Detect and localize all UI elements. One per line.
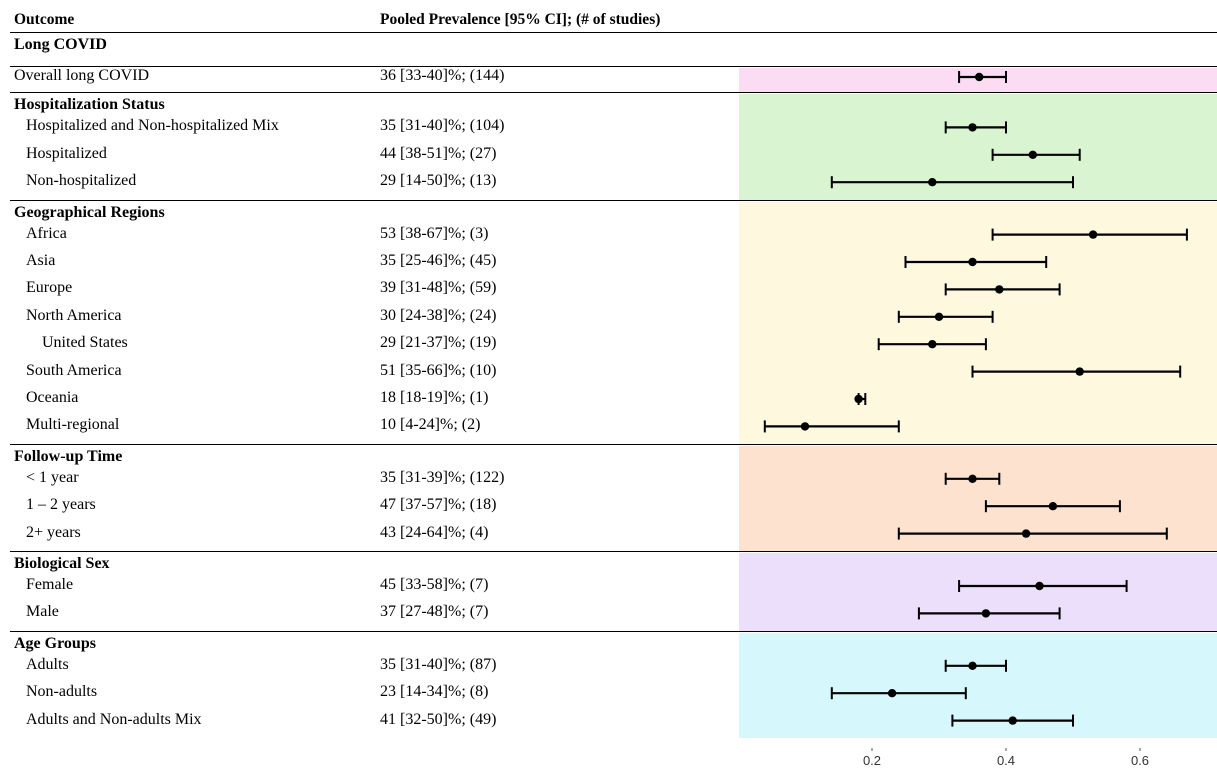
row-label: 1 – 2 years: [26, 496, 96, 514]
row-prevalence: 43 [24-64]%; (4): [380, 523, 489, 541]
row-label: Hospitalized: [26, 144, 107, 162]
point-estimate: [1048, 502, 1058, 511]
point-estimate: [995, 285, 1004, 294]
section-title: Biological Sex: [14, 555, 110, 572]
row-prevalence: 10 [4-24]%; (2): [380, 416, 481, 434]
row-prevalence: 29 [21-37]%; (19): [380, 334, 497, 352]
row-prevalence: 37 [27-48]%; (7): [380, 603, 489, 621]
row-label: United States: [42, 334, 128, 352]
row-prevalence: 18 [18-19]%; (1): [380, 389, 489, 406]
point-estimate: [800, 422, 810, 431]
row-prevalence: 30 [24-38]%; (24): [380, 306, 497, 324]
row-label: Female: [26, 576, 74, 593]
point-estimate: [975, 72, 984, 82]
point-estimate: [968, 474, 977, 483]
row-prevalence: 23 [14-34]%; (8): [380, 683, 489, 701]
x-tick-label: 0.4: [997, 753, 1015, 768]
point-estimate: [968, 123, 977, 132]
row-prevalence: 35 [25-46]%; (45): [380, 252, 497, 269]
row-label: Non-adults: [26, 683, 98, 701]
table-rule: [10, 443, 1217, 445]
table-rule: [10, 199, 1217, 201]
row-label: < 1 year: [26, 468, 79, 486]
point-estimate: [934, 312, 944, 321]
row-prevalence: 36 [33-40]%; (144): [380, 67, 505, 84]
section-title: Long COVID: [14, 36, 107, 53]
row-label: Multi-regional: [26, 416, 120, 434]
row-prevalence: 35 [31-39]%; (122): [380, 468, 505, 486]
x-tick-label: 0.6: [1131, 753, 1149, 768]
section-title: Geographical Regions: [14, 203, 165, 221]
row-prevalence: 47 [37-57]%; (18): [380, 496, 497, 514]
row-prevalence: 35 [31-40]%; (104): [380, 117, 505, 135]
point-estimate: [968, 257, 977, 267]
point-estimate: [928, 340, 937, 349]
point-estimate: [1075, 367, 1084, 376]
point-estimate: [1021, 529, 1031, 538]
prevalence-column-header: Pooled Prevalence [95% CI]; (# of studie…: [380, 11, 661, 28]
point-estimate: [968, 661, 977, 670]
row-label: Asia: [26, 252, 56, 269]
table-rule: [10, 630, 1217, 632]
row-label: Hospitalized and Non-hospitalized Mix: [26, 117, 279, 135]
section-band: [739, 201, 1217, 444]
point-estimate: [1035, 581, 1044, 591]
row-prevalence: 44 [38-51]%; (27): [380, 144, 497, 162]
table-rule: [10, 66, 1217, 67]
outcome-column-header: Outcome: [14, 11, 75, 28]
row-label: Adults and Non-adults Mix: [26, 710, 202, 728]
row-label: Africa: [26, 224, 67, 242]
table-rule: [10, 32, 1217, 33]
table-rule: [10, 92, 1217, 94]
row-label: Overall long COVID: [14, 67, 150, 84]
section-title: Hospitalization Status: [14, 96, 165, 114]
row-prevalence: 35 [31-40]%; (87): [380, 655, 497, 673]
row-prevalence: 39 [31-48]%; (59): [380, 279, 497, 297]
row-prevalence: 29 [14-50]%; (13): [380, 172, 497, 190]
row-prevalence: 41 [32-50]%; (49): [380, 710, 497, 728]
row-label: Non-hospitalized: [26, 172, 137, 190]
point-estimate: [1008, 716, 1017, 725]
row-label: Europe: [26, 279, 73, 297]
section-band: [739, 553, 1217, 631]
point-estimate: [1028, 150, 1038, 159]
row-prevalence: 45 [33-58]%; (7): [380, 576, 489, 593]
row-prevalence: 51 [35-66]%; (10): [380, 361, 497, 379]
table-rule: [10, 551, 1217, 552]
row-label: South America: [26, 361, 122, 379]
row-label: 2+ years: [26, 523, 81, 541]
row-label: North America: [26, 306, 122, 324]
section-title: Follow-up Time: [14, 447, 123, 465]
x-tick-label: 0.2: [863, 753, 881, 768]
row-label: Male: [26, 603, 59, 621]
row-prevalence: 53 [38-67]%; (3): [380, 224, 489, 242]
point-estimate: [1088, 230, 1098, 239]
point-estimate: [887, 689, 897, 698]
row-label: Oceania: [26, 389, 79, 406]
point-estimate: [981, 609, 991, 618]
point-estimate: [854, 394, 863, 404]
point-estimate: [928, 178, 937, 187]
section-title: Age Groups: [14, 634, 96, 652]
row-label: Adults: [26, 655, 69, 673]
